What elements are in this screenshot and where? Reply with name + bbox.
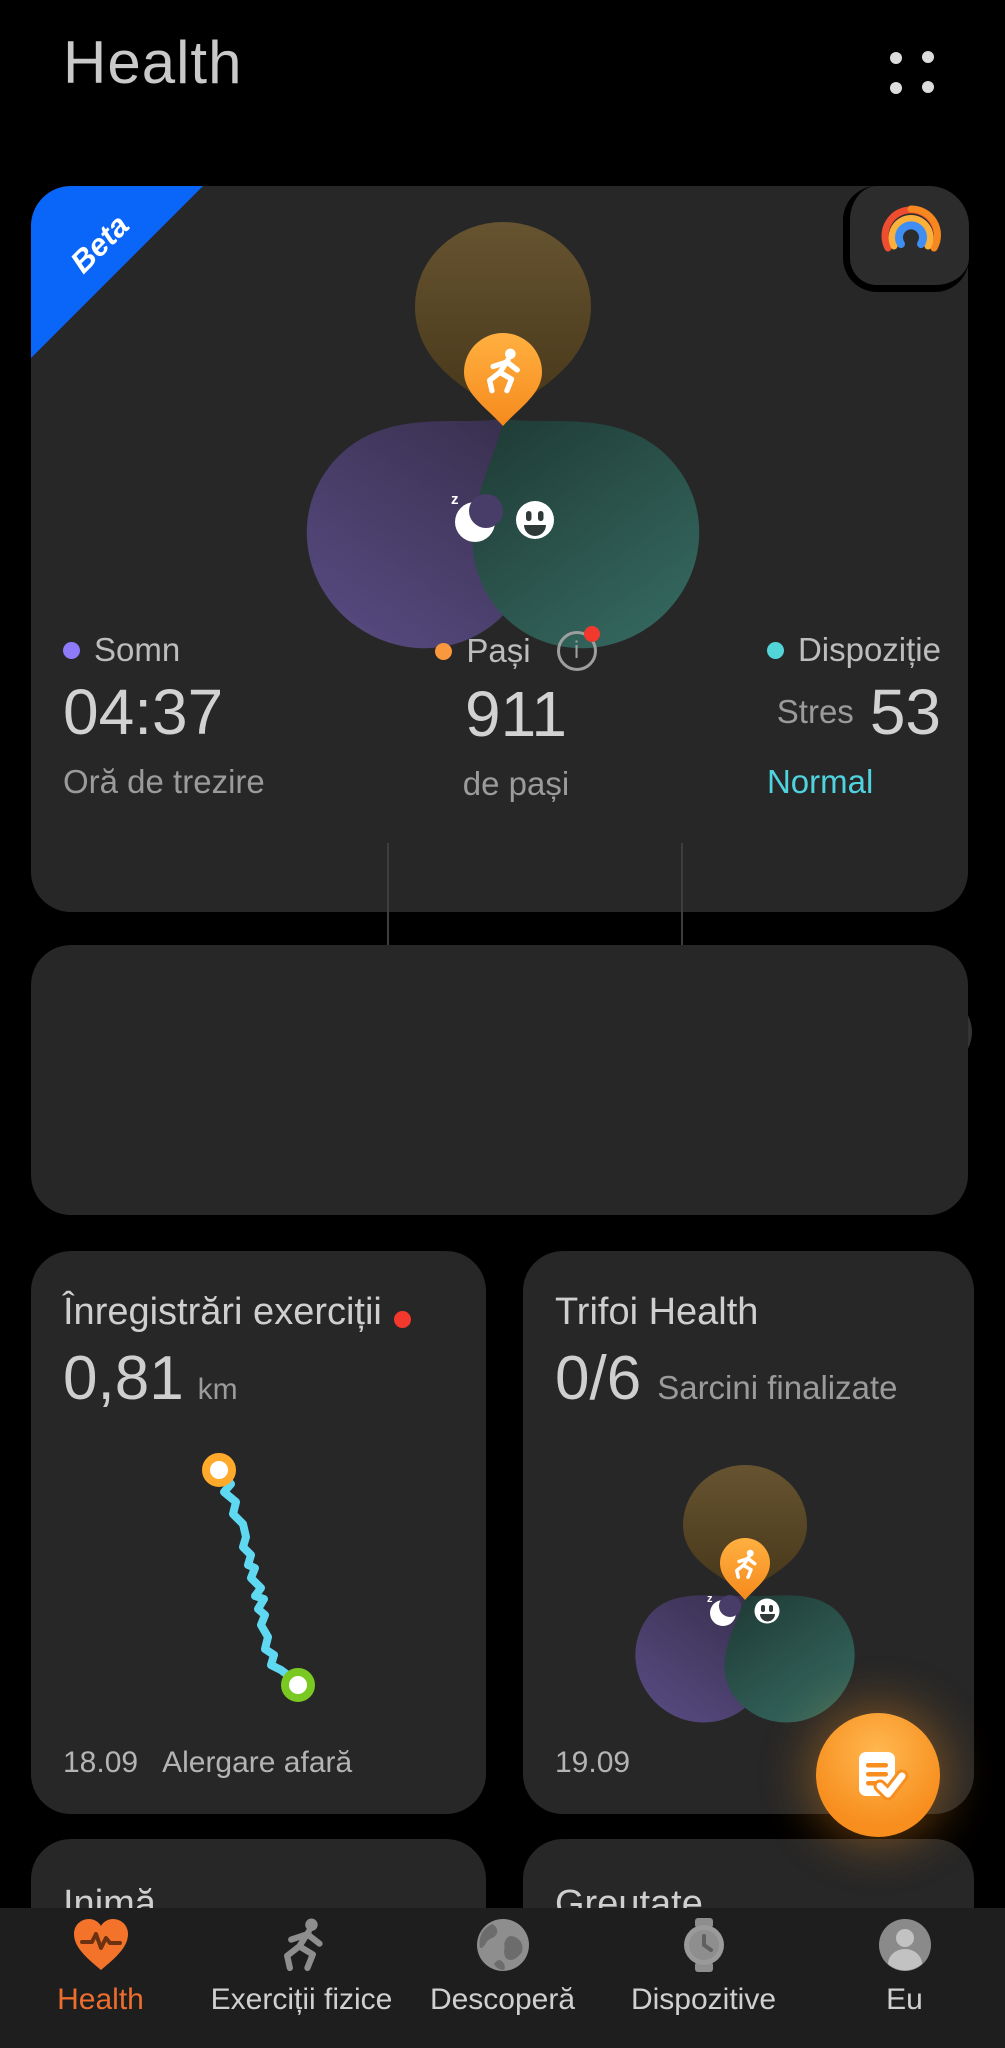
runner-icon — [271, 1916, 333, 1974]
activity-rings-icon — [881, 205, 941, 258]
stress-prefix: Stres — [776, 693, 854, 730]
globe-icon — [476, 1919, 529, 1971]
health-summary-card[interactable]: Beta z z — [31, 186, 972, 1068]
beta-ribbon: Beta — [31, 186, 203, 358]
mood-smiley-icon — [516, 501, 554, 539]
nav-item-discover[interactable]: Descoperă — [402, 1916, 603, 2017]
steps-sub: de pași — [462, 765, 570, 802]
sleep-stat[interactable]: Somn 04:37 Oră de trezire — [63, 631, 265, 800]
sleep-moon-icon: z z — [451, 491, 503, 542]
nav-item-health[interactable]: Health — [0, 1916, 201, 2017]
exercise-activity: Alergare afară — [162, 1746, 353, 1779]
mood-smiley-icon — [754, 1598, 780, 1624]
nav-label: Eu — [886, 1983, 923, 2016]
nav-label: Dispozitive — [630, 1983, 777, 2016]
nav-label: Descoperă — [429, 1983, 576, 2016]
exercise-records-card[interactable]: Înregistrări exerciții 0,81 km 18.09 Ale… — [31, 1251, 486, 1814]
person-icon — [878, 1919, 931, 1971]
nav-item-exercise[interactable]: Exerciții fizice — [201, 1916, 402, 2017]
exercise-distance-unit: km — [197, 1373, 238, 1406]
sleep-moon-icon: z z — [707, 1593, 741, 1626]
steps-stat[interactable]: Pași i 911 de pași — [411, 626, 621, 803]
mini-clover-graphic: z z — [635, 1464, 855, 1723]
exercise-card-title: Înregistrări exerciții — [63, 1291, 382, 1333]
exercise-pin — [464, 333, 542, 426]
grid-menu-icon[interactable] — [876, 44, 942, 104]
nav-label: Health — [57, 1983, 144, 2016]
svg-text:z: z — [451, 491, 459, 508]
svg-text:z: z — [707, 1593, 713, 1605]
tasks-fab-button[interactable] — [816, 1713, 940, 1837]
sleep-dot — [63, 641, 80, 659]
route-start-marker — [202, 1453, 236, 1487]
exercise-distance-value: 0,81 — [63, 1344, 184, 1413]
steps-dot — [435, 642, 453, 660]
checklist-icon — [859, 1752, 909, 1801]
mood-dot — [766, 641, 784, 659]
nav-label: Exerciții fizice — [210, 1983, 393, 2016]
activity-rings-button[interactable] — [843, 186, 969, 292]
tasks-sub: Sarcini finalizate — [657, 1369, 898, 1406]
notification-dot — [393, 1311, 411, 1329]
route-map — [202, 1453, 315, 1702]
health-clover-graphic: z z — [306, 222, 700, 649]
nav-item-me[interactable]: Eu — [804, 1916, 1005, 2017]
exercise-pin — [720, 1538, 770, 1600]
watch-icon — [683, 1918, 724, 1972]
notification-dot — [583, 626, 600, 642]
clover-date: 19.09 — [555, 1746, 631, 1779]
heart-pulse-icon — [73, 1919, 128, 1970]
exercise-date: 18.09 — [63, 1746, 139, 1779]
route-end-marker — [281, 1668, 315, 1702]
steps-info-icon[interactable]: i — [556, 626, 600, 671]
svg-text:z: z — [461, 507, 467, 521]
tasks-value: 0/6 — [555, 1344, 642, 1413]
stress-value: 53 — [869, 676, 941, 748]
clover-card-title: Trifoi Health — [555, 1291, 759, 1333]
mood-sub: Normal — [766, 763, 874, 800]
svg-text:z: z — [714, 1603, 719, 1613]
steps-value: 911 — [464, 678, 568, 750]
bottom-navigation: Health Exerciții fizice Descoperă — [0, 1908, 1005, 2048]
mood-stat[interactable]: Dispoziție Stres 53 Normal — [766, 631, 941, 800]
sleep-value: 04:37 — [63, 676, 224, 748]
sleep-sub: Oră de trezire — [63, 763, 265, 800]
page-title: Health — [63, 29, 243, 96]
beta-label: Beta — [63, 207, 136, 280]
features-card: Cursuripremium Jurnal dietă Muzicăpentru… — [31, 945, 968, 1215]
nav-item-devices[interactable]: Dispozitive — [603, 1916, 804, 2017]
